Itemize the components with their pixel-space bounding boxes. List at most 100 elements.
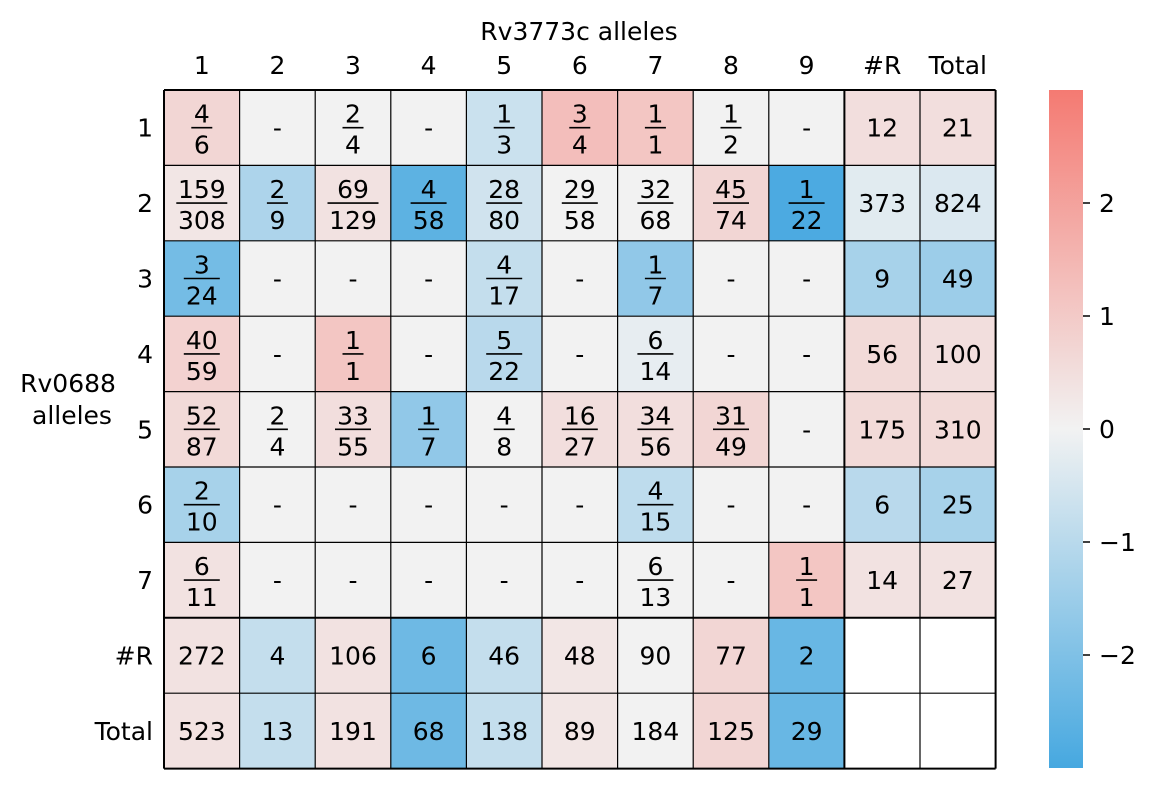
heatmap-cell xyxy=(844,542,920,618)
cell-denominator: 49 xyxy=(715,432,747,461)
cell-denominator: 2 xyxy=(723,131,739,160)
cell-value: 46 xyxy=(488,642,520,671)
cell-numerator: 2 xyxy=(194,477,210,506)
cell-value: 25 xyxy=(942,491,974,520)
heatmap-cell xyxy=(315,617,391,694)
heatmap-cell xyxy=(844,165,920,241)
cell-numerator: 2 xyxy=(269,401,285,430)
cell-value: - xyxy=(802,415,811,444)
heatmap-cell xyxy=(390,240,467,317)
y-axis-title-line-2: alleles xyxy=(32,401,112,430)
heatmap-cell xyxy=(239,617,316,694)
heatmap-cell xyxy=(315,467,391,543)
cell-value: 100 xyxy=(934,340,982,369)
heatmap-cell xyxy=(466,542,542,618)
cell-denominator: 24 xyxy=(186,282,218,311)
cell-denominator: 1 xyxy=(647,131,663,160)
heatmap-cell xyxy=(390,542,467,618)
cell-numerator: 159 xyxy=(178,175,226,204)
cell-denominator: 9 xyxy=(269,206,285,235)
cell-value: 29 xyxy=(791,717,823,746)
heatmap-cell xyxy=(768,617,845,694)
column-label: 4 xyxy=(421,51,437,80)
cell-denominator: 14 xyxy=(639,357,671,386)
cell-value: 89 xyxy=(564,717,596,746)
cell-denominator: 22 xyxy=(488,357,520,386)
cell-value: - xyxy=(424,265,433,294)
heatmap-cell xyxy=(542,240,618,317)
column-label: 5 xyxy=(496,51,512,80)
cell-numerator: 29 xyxy=(564,175,596,204)
row-label: 1 xyxy=(137,114,153,143)
heatmap-cell xyxy=(844,90,920,166)
heatmap-cell xyxy=(768,693,845,769)
cell-value: 68 xyxy=(413,717,445,746)
row-label: 5 xyxy=(137,415,153,444)
cell-denominator: 8 xyxy=(496,432,512,461)
cell-value: - xyxy=(273,491,282,520)
cell-value: - xyxy=(273,566,282,595)
cell-value: - xyxy=(348,566,357,595)
cell-denominator: 87 xyxy=(186,432,218,461)
column-label: #R xyxy=(863,51,901,80)
cell-denominator: 17 xyxy=(488,282,520,311)
heatmap-cell xyxy=(920,90,996,166)
cell-value: - xyxy=(575,491,584,520)
heatmap-cell xyxy=(164,617,240,694)
heatmap-cell xyxy=(466,693,542,769)
heatmap-cell xyxy=(164,693,240,769)
cell-value: 4 xyxy=(269,642,285,671)
cell-value: - xyxy=(424,340,433,369)
column-tick-labels: 1 2 3 4 5 6 7 8 9 #R Total xyxy=(194,51,987,80)
cell-value: 6 xyxy=(874,491,890,520)
heatmap-cell xyxy=(617,617,694,694)
cell-value: - xyxy=(424,114,433,143)
cell-value: 21 xyxy=(942,114,974,143)
cell-numerator: 5 xyxy=(496,326,512,355)
cell-denominator: 4 xyxy=(345,131,361,160)
cell-value: 13 xyxy=(261,717,293,746)
cell-denominator: 56 xyxy=(639,432,671,461)
cell-numerator: 40 xyxy=(186,326,218,355)
cell-denominator: 129 xyxy=(329,206,377,235)
heatmap-cell xyxy=(693,467,769,543)
cell-value: - xyxy=(273,114,282,143)
heatmap-cell xyxy=(466,467,542,543)
row-label: Total xyxy=(94,717,153,746)
column-label: 9 xyxy=(799,51,815,80)
cell-denominator: 1 xyxy=(345,357,361,386)
cell-value: - xyxy=(575,566,584,595)
cell-numerator: 45 xyxy=(715,175,747,204)
cell-value: 175 xyxy=(858,415,906,444)
heatmap-cell xyxy=(542,693,618,769)
heatmap-cell xyxy=(239,316,316,392)
heatmap-cell xyxy=(617,693,694,769)
cell-denominator: 3 xyxy=(496,131,512,160)
cell-value: - xyxy=(575,265,584,294)
cell-numerator: 6 xyxy=(194,552,210,581)
cell-value: 184 xyxy=(632,717,680,746)
cell-value: - xyxy=(575,340,584,369)
cell-value: 6 xyxy=(421,642,437,671)
heatmap-cell xyxy=(693,240,769,317)
cell-denominator: 1 xyxy=(799,583,815,612)
heatmap-cell xyxy=(315,542,391,618)
cell-value: 373 xyxy=(858,189,906,218)
cell-value: - xyxy=(802,340,811,369)
cell-value: - xyxy=(273,265,282,294)
cell-value: - xyxy=(726,340,735,369)
y-axis-title: Rv0688 alleles xyxy=(20,369,124,430)
cell-value: 125 xyxy=(707,717,755,746)
cell-numerator: 2 xyxy=(345,100,361,129)
colorbar: 2 1 0 −1 −2 xyxy=(1049,90,1136,768)
cell-value: 272 xyxy=(178,642,226,671)
heatmap-cell xyxy=(390,316,467,392)
row-label: 7 xyxy=(137,566,153,595)
cell-value: - xyxy=(273,340,282,369)
heatmap-cell xyxy=(693,693,769,769)
cell-numerator: 4 xyxy=(496,251,512,280)
heatmap-cell xyxy=(768,90,845,166)
cell-numerator: 1 xyxy=(647,100,663,129)
heatmap-cell xyxy=(466,617,542,694)
heatmap-cell xyxy=(920,542,996,618)
